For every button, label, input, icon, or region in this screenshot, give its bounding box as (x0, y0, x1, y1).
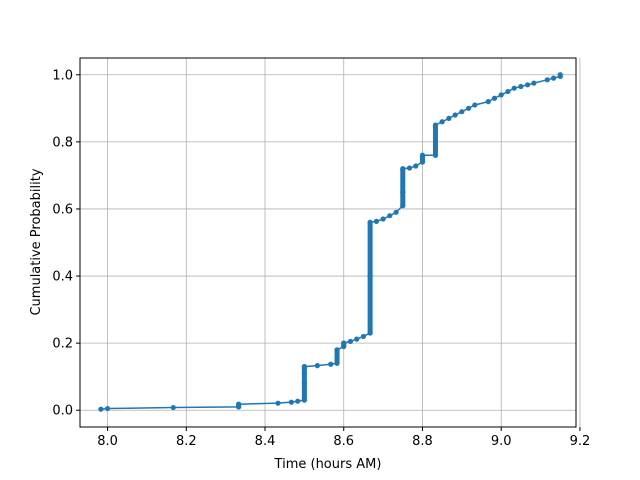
cdf-point (301, 397, 307, 403)
cdf-point (419, 152, 426, 158)
cdf-point (472, 102, 478, 108)
cdf-point (400, 189, 406, 195)
cdf-point (314, 363, 320, 369)
cdf-point (104, 405, 111, 412)
cdf-point (550, 75, 557, 81)
x-tick-label: 8.4 (255, 434, 276, 449)
x-tick-label: 9.0 (491, 434, 512, 449)
cdf-point (511, 85, 517, 91)
cdf-point (334, 353, 340, 360)
y-tick-label: 1.0 (52, 68, 73, 83)
cdf-point (288, 399, 294, 405)
cdf-point (485, 99, 491, 105)
x-tick-label: 8.2 (176, 434, 197, 449)
cdf-point (295, 398, 301, 404)
cdf-point (367, 330, 373, 336)
cdf-point (432, 139, 439, 145)
cdf-point (452, 112, 458, 118)
cdf-point (367, 219, 373, 225)
cdf-point (341, 340, 347, 346)
y-tick-label: 0.4 (52, 270, 73, 285)
cdf-point (360, 333, 367, 340)
cdf-point (170, 404, 176, 411)
cdf-point (432, 152, 439, 158)
cdf-point (505, 88, 511, 95)
y-tick-label: 0.0 (52, 404, 73, 419)
grid-lines (80, 58, 581, 427)
y-tick-label: 0.2 (52, 337, 73, 352)
cdf-point (393, 209, 399, 215)
data-series (98, 72, 563, 412)
cdf-point (236, 401, 242, 407)
cdf-point (524, 82, 531, 88)
y-tick-label: 0.8 (52, 135, 73, 150)
x-tick-label: 8.6 (333, 434, 354, 449)
cdf-point (544, 77, 550, 83)
cdf-point (400, 203, 406, 209)
cdf-point (557, 72, 563, 78)
cdf-point (459, 109, 465, 115)
cdf-point (301, 364, 307, 370)
cdf-point (498, 92, 504, 98)
cdf-point (334, 347, 340, 353)
cdf-point (400, 166, 406, 172)
cdf-point (406, 165, 413, 171)
y-axis-ticks: 0.0 0.2 0.4 0.6 0.8 1.0 (52, 68, 80, 419)
cdf-point (491, 95, 498, 101)
cdf-point (354, 336, 360, 342)
cdf-point (301, 370, 307, 376)
cdf-point (439, 119, 445, 125)
cdf-point (465, 105, 472, 111)
plot-frame (79, 57, 577, 428)
x-axis-ticks: 8.0 8.2 8.4 8.6 8.8 9.0 9.2 (97, 427, 590, 449)
cdf-point (387, 213, 393, 219)
cdf-point (334, 360, 340, 366)
cdf-point (98, 406, 104, 412)
y-axis-label: Cumulative Probability (29, 168, 44, 315)
cdf-point (413, 163, 419, 169)
y-tick-label: 0.6 (52, 202, 73, 217)
cdf-point (518, 83, 524, 90)
cdf-point (347, 338, 354, 345)
cdf-point (380, 216, 386, 222)
cdf-point (531, 80, 537, 86)
cdf-point (446, 115, 452, 121)
cdf-point (328, 361, 334, 367)
x-tick-label: 8.0 (97, 434, 118, 449)
cdf-point (419, 159, 426, 165)
cdf-point (432, 122, 439, 128)
x-axis-label: Time (hours AM) (274, 457, 382, 472)
cdf-point (301, 380, 307, 386)
x-tick-label: 9.2 (570, 434, 591, 449)
cdf-point (275, 400, 281, 406)
x-tick-label: 8.8 (412, 434, 433, 449)
cdf-point (367, 273, 373, 279)
cdf-point (373, 218, 380, 224)
